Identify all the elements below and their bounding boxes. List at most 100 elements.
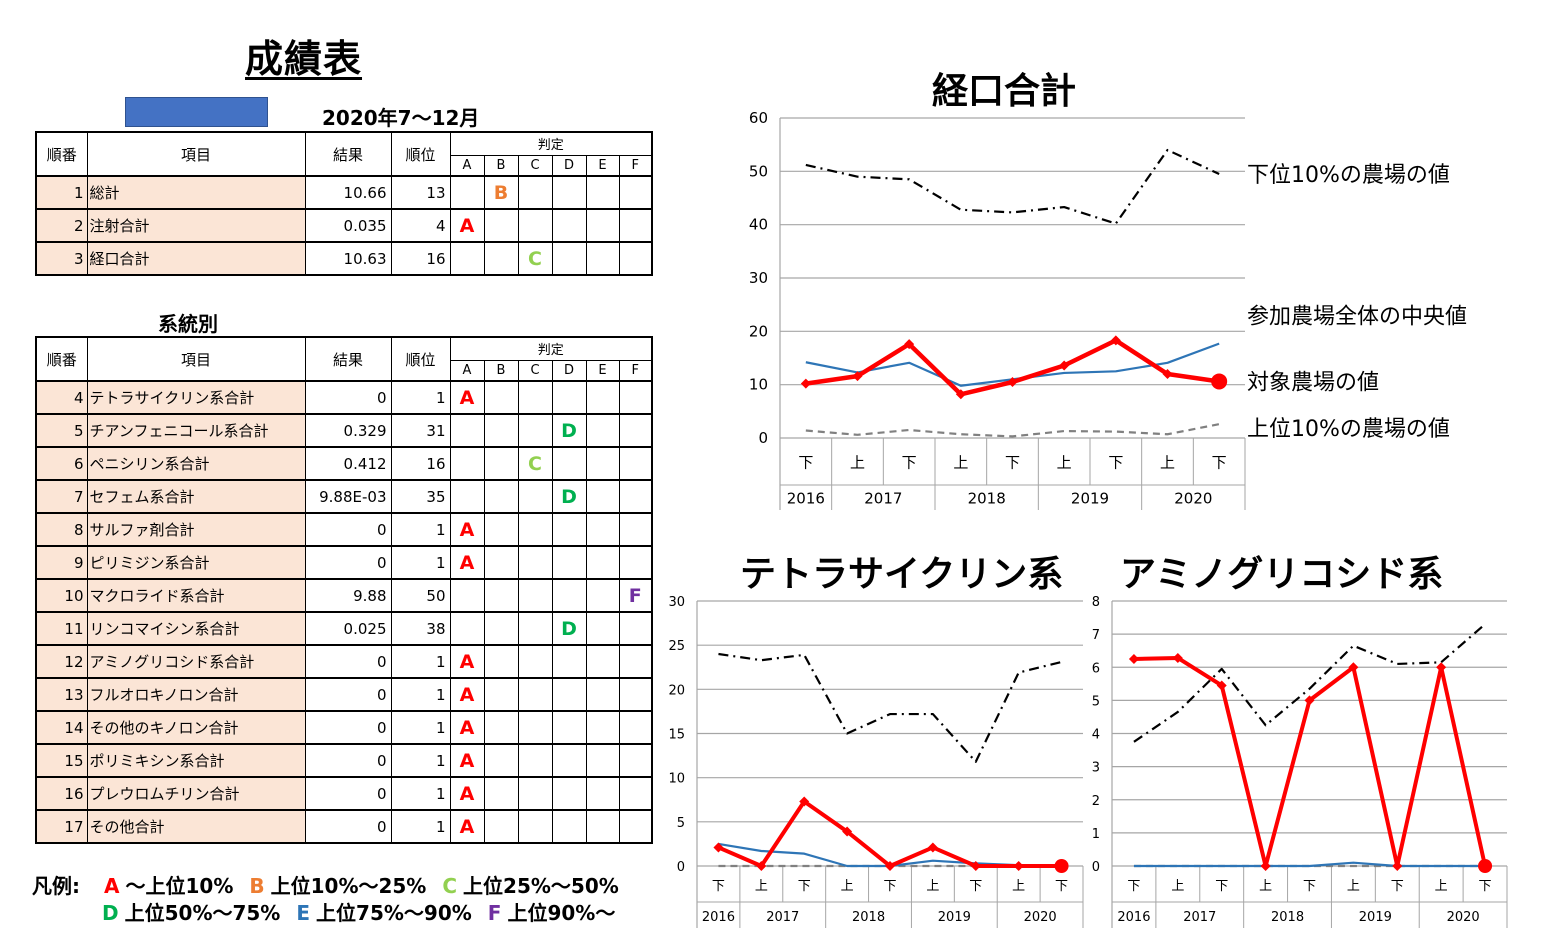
grade-cell xyxy=(483,776,519,811)
row-result: 10.66 xyxy=(304,175,392,210)
grade-cell xyxy=(483,479,519,514)
row-item: 総計 xyxy=(86,175,306,210)
x-tick-label: 上 xyxy=(926,879,939,894)
header-grade-d: D xyxy=(551,359,587,382)
grade-cell xyxy=(551,743,587,778)
y-tick-label: 2 xyxy=(1092,794,1100,809)
y-tick-label: 10 xyxy=(749,376,768,394)
year-label: 2019 xyxy=(1359,910,1392,925)
row-result: 0 xyxy=(304,380,392,415)
row-no: 11 xyxy=(35,611,88,646)
grade-cell xyxy=(517,208,553,243)
row-item: ピリミジン系合計 xyxy=(86,545,306,580)
row-item: テトラサイクリン系合計 xyxy=(86,380,306,415)
grade-cell xyxy=(449,241,485,276)
y-tick-label: 30 xyxy=(749,269,768,287)
x-tick-label: 下 xyxy=(1391,879,1404,894)
y-tick-label: 0 xyxy=(758,429,768,447)
grade-cell xyxy=(483,611,519,646)
year-label: 2018 xyxy=(1271,910,1304,925)
grade-cell xyxy=(517,809,553,844)
x-tick-label: 下 xyxy=(1005,454,1020,472)
data-point xyxy=(1128,653,1139,664)
lineage-table: 順番 項目 結果 順位 判定 A B C D E F 4 テトラサイクリン系合計 0 1 A 5 チアンフェニコー… xyxy=(35,336,654,844)
row-grade: A xyxy=(449,545,485,580)
y-tick-label: 50 xyxy=(749,162,768,180)
grade-cell xyxy=(585,241,620,276)
row-rank: 13 xyxy=(390,175,451,210)
row-item: その他合計 xyxy=(86,809,306,844)
grade-cell xyxy=(618,677,653,712)
row-item: サルファ剤合計 xyxy=(86,512,306,547)
row-item: セフェム系合計 xyxy=(86,479,306,514)
x-tick-label: 下 xyxy=(1108,454,1123,472)
grade-cell xyxy=(551,578,587,613)
x-tick-label: 下 xyxy=(883,879,896,894)
row-rank: 50 xyxy=(390,578,451,613)
year-label: 2017 xyxy=(864,490,902,508)
row-grade: D xyxy=(551,611,587,646)
grade-cell xyxy=(483,677,519,712)
page-title: 成績表 xyxy=(245,37,363,81)
x-tick-label: 下 xyxy=(798,454,813,472)
row-result: 0 xyxy=(304,710,392,745)
grade-cell xyxy=(517,413,553,448)
header-grade-e: E xyxy=(585,154,620,177)
table-row: 8 サルファ剤合計 0 1 A xyxy=(35,512,653,547)
series-line-bottom10 xyxy=(718,652,1062,763)
y-tick-label: 15 xyxy=(668,728,685,743)
row-rank: 1 xyxy=(390,776,451,811)
grade-cell xyxy=(483,809,519,844)
data-point xyxy=(1110,335,1121,346)
grade-cell xyxy=(483,512,519,547)
legend-grade: E xyxy=(296,901,311,925)
data-point xyxy=(927,842,938,853)
header-grade-b: B xyxy=(483,154,519,177)
row-no: 14 xyxy=(35,710,88,745)
header-rank: 順位 xyxy=(390,131,451,177)
grade-cell xyxy=(618,413,653,448)
year-label: 2016 xyxy=(1117,910,1150,925)
y-tick-label: 40 xyxy=(749,216,768,234)
header-no: 順番 xyxy=(35,131,88,177)
grade-cell xyxy=(517,545,553,580)
grade-cell xyxy=(585,644,620,679)
grade-cell xyxy=(618,241,653,276)
grade-cell xyxy=(618,710,653,745)
table-row: 2 注射合計 0.035 4 A xyxy=(35,208,653,243)
row-result: 0 xyxy=(304,512,392,547)
y-tick-label: 30 xyxy=(668,595,685,610)
row-item: プレウロムチリン合計 xyxy=(86,776,306,811)
grade-cell xyxy=(585,677,620,712)
grade-cell xyxy=(585,611,620,646)
series-line-target-farm xyxy=(717,799,1062,868)
grade-cell xyxy=(585,446,620,481)
grade-cell xyxy=(551,710,587,745)
grade-cell xyxy=(585,545,620,580)
x-tick-label: 上 xyxy=(1259,879,1272,894)
header-grade-a: A xyxy=(449,359,485,382)
y-tick-label: 3 xyxy=(1092,761,1100,776)
year-label: 2020 xyxy=(1174,490,1212,508)
grade-cell xyxy=(449,578,485,613)
table-row: 15 ポリミキシン系合計 0 1 A xyxy=(35,743,653,778)
header-item: 項目 xyxy=(86,336,306,382)
row-grade: A xyxy=(449,380,485,415)
header-grade-e: E xyxy=(585,359,620,382)
table-row: 17 その他合計 0 1 A xyxy=(35,809,653,844)
year-label: 2018 xyxy=(968,490,1006,508)
row-rank: 16 xyxy=(390,446,451,481)
row-item: チアンフェニコール系合計 xyxy=(86,413,306,448)
legend-grade: B xyxy=(249,874,265,898)
series-label: 下位10%の農場の値 xyxy=(1247,163,1450,188)
grade-cell xyxy=(585,175,620,210)
year-label: 2018 xyxy=(852,910,885,925)
y-tick-label: 5 xyxy=(1092,694,1100,709)
chart-title-tetracycline: テトラサイクリン系 xyxy=(740,554,1064,595)
row-result: 0 xyxy=(304,644,392,679)
table-row: 6 ペニシリン系合計 0.412 16 C xyxy=(35,446,653,481)
row-item: マクロライド系合計 xyxy=(86,578,306,613)
x-tick-label: 下 xyxy=(1127,879,1140,894)
x-tick-label: 下 xyxy=(902,454,917,472)
y-tick-label: 0 xyxy=(677,860,685,875)
